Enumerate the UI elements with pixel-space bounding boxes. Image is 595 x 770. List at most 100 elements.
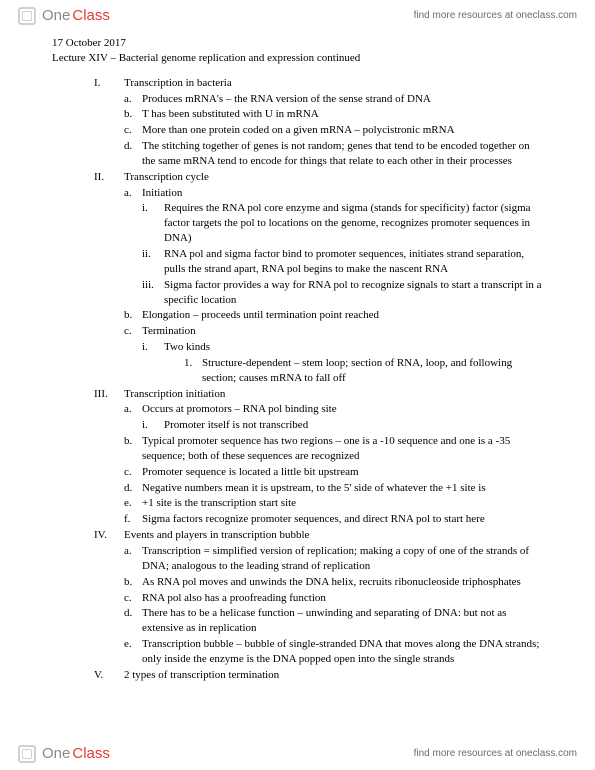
- outline-item: b.As RNA pol moves and unwinds the DNA h…: [124, 575, 543, 590]
- outline-text: Events and players in transcription bubb…: [124, 528, 543, 543]
- outline-marker: e.: [124, 637, 142, 667]
- outline-text: Occurs at promotors – RNA pol binding si…: [142, 402, 543, 417]
- outline-item: i.Two kinds: [142, 340, 543, 355]
- outline-text: Transcription in bacteria: [124, 76, 543, 91]
- logo-text-class: Class: [72, 744, 110, 764]
- footer-resources-link[interactable]: find more resources at oneclass.com: [414, 747, 577, 761]
- outline-marker: i.: [142, 418, 164, 433]
- logo-text-one: One: [42, 744, 70, 764]
- outline-item: a.Transcription = simplified version of …: [124, 544, 543, 574]
- outline-marker: i.: [142, 340, 164, 355]
- outline-marker: b.: [124, 575, 142, 590]
- header-resources-link[interactable]: find more resources at oneclass.com: [414, 9, 577, 23]
- logo-icon: [18, 7, 36, 25]
- outline-item: e.+1 site is the transcription start sit…: [124, 496, 543, 511]
- outline-text: Structure-dependent – stem loop; section…: [202, 356, 543, 386]
- outline-item: i.Requires the RNA pol core enzyme and s…: [142, 201, 543, 246]
- outline-marker: c.: [124, 123, 142, 138]
- outline-item: b.T has been substituted with U in mRNA: [124, 107, 543, 122]
- outline-marker: IV.: [94, 528, 124, 543]
- outline-item: ii.RNA pol and sigma factor bind to prom…: [142, 247, 543, 277]
- outline-marker: c.: [124, 324, 142, 339]
- outline-item: i.Promoter itself is not transcribed: [142, 418, 543, 433]
- outline-marker: V.: [94, 668, 124, 683]
- outline-text: Elongation – proceeds until termination …: [142, 308, 543, 323]
- lecture-title: Lecture XIV – Bacterial genome replicati…: [52, 51, 543, 66]
- outline-text: Sigma factor provides a way for RNA pol …: [164, 278, 543, 308]
- outline-item: a.Occurs at promotors – RNA pol binding …: [124, 402, 543, 417]
- outline-text: Transcription initiation: [124, 387, 543, 402]
- outline-marker: d.: [124, 139, 142, 169]
- document-body: 17 October 2017 Lecture XIV – Bacterial …: [0, 32, 595, 687]
- logo-text-one: One: [42, 6, 70, 26]
- outline-marker: d.: [124, 606, 142, 636]
- outline-marker: 1.: [184, 356, 202, 386]
- outline-marker: II.: [94, 170, 124, 185]
- outline-text: Negative numbers mean it is upstream, to…: [142, 481, 543, 496]
- outline-text: More than one protein coded on a given m…: [142, 123, 543, 138]
- outline-text: RNA pol also has a proofreading function: [142, 591, 543, 606]
- logo-text-class: Class: [72, 6, 110, 26]
- outline-text: Typical promoter sequence has two region…: [142, 434, 543, 464]
- outline-item: 1.Structure-dependent – stem loop; secti…: [184, 356, 543, 386]
- outline-text: Produces mRNA's – the RNA version of the…: [142, 92, 543, 107]
- outline-item: e.Transcription bubble – bubble of singl…: [124, 637, 543, 667]
- outline-marker: III.: [94, 387, 124, 402]
- outline-item: d.There has to be a helicase function – …: [124, 606, 543, 636]
- outline-text: As RNA pol moves and unwinds the DNA hel…: [142, 575, 543, 590]
- outline-item: IV.Events and players in transcription b…: [94, 528, 543, 543]
- outline-marker: iii.: [142, 278, 164, 308]
- outline-text: Transcription = simplified version of re…: [142, 544, 543, 574]
- outline-item: c.Promoter sequence is located a little …: [124, 465, 543, 480]
- outline-marker: a.: [124, 402, 142, 417]
- outline-root: I.Transcription in bacteriaa.Produces mR…: [52, 76, 543, 683]
- outline-marker: a.: [124, 186, 142, 201]
- outline-text: Termination: [142, 324, 543, 339]
- outline-item: b.Elongation – proceeds until terminatio…: [124, 308, 543, 323]
- outline-item: c.RNA pol also has a proofreading functi…: [124, 591, 543, 606]
- outline-item: a.Produces mRNA's – the RNA version of t…: [124, 92, 543, 107]
- page-header: One Class find more resources at oneclas…: [0, 0, 595, 32]
- outline-item: II.Transcription cycle: [94, 170, 543, 185]
- outline-marker: b.: [124, 107, 142, 122]
- outline-marker: a.: [124, 92, 142, 107]
- outline-marker: ii.: [142, 247, 164, 277]
- outline-text: The stitching together of genes is not r…: [142, 139, 543, 169]
- outline-item: I.Transcription in bacteria: [94, 76, 543, 91]
- outline-item: c.Termination: [124, 324, 543, 339]
- outline-text: 2 types of transcription termination: [124, 668, 543, 683]
- outline-marker: b.: [124, 434, 142, 464]
- outline-text: Sigma factors recognize promoter sequenc…: [142, 512, 543, 527]
- outline-text: Transcription cycle: [124, 170, 543, 185]
- outline-marker: d.: [124, 481, 142, 496]
- outline-text: Promoter sequence is located a little bi…: [142, 465, 543, 480]
- outline-marker: f.: [124, 512, 142, 527]
- brand-logo: One Class: [18, 6, 110, 26]
- outline-item: III.Transcription initiation: [94, 387, 543, 402]
- outline-marker: c.: [124, 465, 142, 480]
- outline-marker: e.: [124, 496, 142, 511]
- outline-text: T has been substituted with U in mRNA: [142, 107, 543, 122]
- lecture-date: 17 October 2017: [52, 36, 543, 51]
- page-footer: One Class find more resources at oneclas…: [0, 738, 595, 770]
- outline-marker: i.: [142, 201, 164, 246]
- outline-text: Requires the RNA pol core enzyme and sig…: [164, 201, 543, 246]
- outline-text: Two kinds: [164, 340, 543, 355]
- outline-marker: b.: [124, 308, 142, 323]
- outline-text: +1 site is the transcription start site: [142, 496, 543, 511]
- outline-item: V.2 types of transcription termination: [94, 668, 543, 683]
- outline-item: b.Typical promoter sequence has two regi…: [124, 434, 543, 464]
- outline-item: a.Initiation: [124, 186, 543, 201]
- outline-item: iii.Sigma factor provides a way for RNA …: [142, 278, 543, 308]
- outline-text: Promoter itself is not transcribed: [164, 418, 543, 433]
- outline-marker: a.: [124, 544, 142, 574]
- outline-text: RNA pol and sigma factor bind to promote…: [164, 247, 543, 277]
- outline-marker: c.: [124, 591, 142, 606]
- outline-item: c.More than one protein coded on a given…: [124, 123, 543, 138]
- outline-text: There has to be a helicase function – un…: [142, 606, 543, 636]
- outline-item: d.The stitching together of genes is not…: [124, 139, 543, 169]
- logo-icon: [18, 745, 36, 763]
- outline-item: d.Negative numbers mean it is upstream, …: [124, 481, 543, 496]
- outline-marker: I.: [94, 76, 124, 91]
- outline-text: Transcription bubble – bubble of single-…: [142, 637, 543, 667]
